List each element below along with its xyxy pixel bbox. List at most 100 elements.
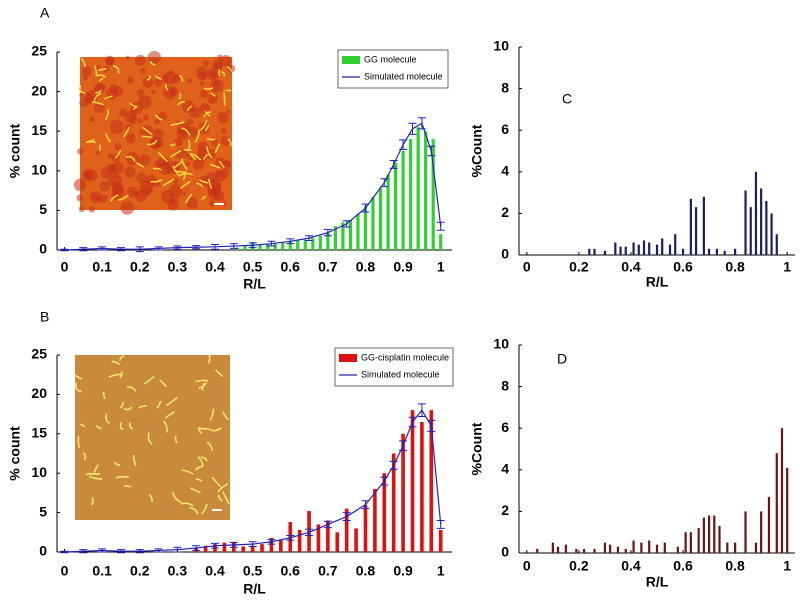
- x-tick-label: 0.8: [356, 259, 376, 275]
- molecule: [80, 423, 86, 428]
- error-bar: [323, 520, 332, 529]
- error-bar: [361, 500, 370, 510]
- molecule: [91, 101, 105, 106]
- x-tick-label: 0.9: [393, 259, 413, 275]
- molecule: [218, 160, 225, 169]
- texture: [199, 103, 211, 115]
- bar: [288, 241, 292, 250]
- y-tick-label: 10: [493, 38, 509, 54]
- panel-label: D: [557, 351, 567, 367]
- error-bar: [135, 246, 144, 253]
- y-tick-label: 8: [501, 79, 509, 95]
- molecule: [152, 167, 162, 171]
- bar: [726, 542, 729, 553]
- molecule: [195, 379, 209, 383]
- texture: [168, 70, 174, 75]
- legend-label: GG-cisplatin molecule: [361, 352, 449, 362]
- error-bar: [380, 178, 389, 188]
- texture: [83, 75, 89, 81]
- error-bar: [380, 476, 389, 486]
- texture: [76, 194, 84, 202]
- x-tick-label: 1: [783, 259, 791, 275]
- texture: [220, 127, 227, 134]
- bar: [668, 244, 672, 255]
- x-tick-label: 0.6: [673, 259, 693, 275]
- error-bar: [342, 220, 351, 228]
- molecule: [169, 149, 182, 158]
- bar: [348, 219, 353, 250]
- texture: [149, 138, 161, 150]
- molecule: [188, 152, 202, 161]
- molecule: [97, 67, 107, 71]
- molecule: [154, 75, 162, 81]
- molecule: [119, 401, 125, 409]
- bar: [281, 242, 285, 250]
- panel-label: C: [562, 91, 572, 107]
- x-tick-label: 0.9: [393, 563, 413, 579]
- bar: [624, 548, 627, 553]
- molecule: [154, 178, 163, 184]
- molecule: [105, 413, 110, 425]
- error-bar: [305, 235, 314, 241]
- y-tick-label: 8: [501, 377, 509, 393]
- bar: [258, 245, 262, 250]
- texture: [150, 89, 156, 94]
- bar: [713, 515, 716, 553]
- texture: [147, 50, 161, 65]
- y-tick-label: 2: [501, 204, 509, 220]
- error-bar: [427, 145, 436, 157]
- molecule: [148, 494, 153, 502]
- molecule: [189, 506, 199, 515]
- error-bar: [267, 538, 276, 545]
- molecule: [197, 427, 210, 430]
- molecule: [141, 135, 153, 138]
- bar: [702, 196, 705, 255]
- molecule: [163, 420, 168, 433]
- molecule: [189, 153, 196, 161]
- molecule: [80, 57, 86, 68]
- texture: [169, 183, 183, 198]
- molecule: [206, 146, 213, 159]
- error-bar: [79, 549, 88, 554]
- bar: [718, 525, 721, 553]
- x-tick-label: 0: [61, 259, 69, 275]
- error-bar: [417, 117, 426, 130]
- bar: [642, 240, 646, 255]
- error-bar: [173, 546, 182, 553]
- bar: [335, 532, 340, 552]
- molecule: [209, 408, 215, 421]
- error-bar: [248, 541, 257, 547]
- molecule: [135, 161, 145, 168]
- bar: [674, 234, 677, 255]
- y-tick-label: 4: [501, 461, 509, 477]
- molecule: [197, 119, 208, 132]
- bar: [593, 548, 596, 553]
- x-tick-label: 0.4: [205, 563, 225, 579]
- texture: [88, 206, 95, 213]
- bar: [760, 511, 763, 553]
- molecule: [146, 139, 158, 146]
- bar: [681, 248, 685, 255]
- molecule: [220, 70, 226, 77]
- texture: [185, 161, 190, 167]
- x-tick-label: 0.2: [130, 563, 150, 579]
- texture: [113, 86, 124, 97]
- x-axis-label: R/L: [646, 274, 669, 290]
- molecule: [169, 143, 176, 147]
- molecule: [187, 105, 193, 112]
- molecule: [180, 158, 188, 171]
- molecule: [206, 138, 216, 141]
- y-tick-label: 25: [31, 43, 47, 59]
- molecule: [201, 503, 208, 515]
- molecule: [119, 355, 125, 361]
- molecule: [157, 151, 169, 163]
- y-tick-label: 0: [39, 543, 47, 559]
- molecule: [103, 95, 113, 100]
- texture: [81, 66, 92, 77]
- molecule: [102, 391, 106, 400]
- texture: [211, 138, 219, 147]
- molecule: [114, 149, 122, 159]
- bar: [222, 542, 227, 552]
- texture: [186, 78, 193, 84]
- x-tick-label: 0.6: [281, 259, 301, 275]
